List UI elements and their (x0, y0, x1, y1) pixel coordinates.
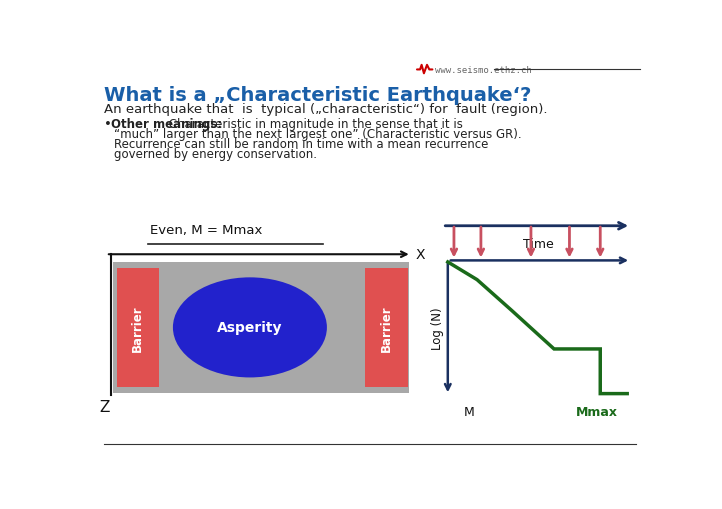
Text: Barrier: Barrier (131, 305, 144, 351)
Bar (365, 269, 408, 388)
Text: M: M (464, 405, 475, 418)
Text: Asperity: Asperity (217, 321, 282, 335)
Text: “much” larger than the next largest one” (Characteristic versus GR).: “much” larger than the next largest one”… (113, 128, 521, 141)
Ellipse shape (173, 278, 327, 378)
Text: Other meanings:: Other meanings: (111, 118, 222, 131)
Bar (113, 263, 409, 393)
Text: Log (N): Log (N) (430, 306, 443, 349)
Text: An earthquake that  is  typical („characteristic“) for  fault (region).: An earthquake that is typical („characte… (103, 103, 547, 116)
Text: www.seismo.ethz.ch: www.seismo.ethz.ch (435, 66, 531, 75)
Text: governed by energy conservation.: governed by energy conservation. (113, 148, 317, 161)
Text: X: X (415, 248, 425, 262)
Text: Even, M = Mmax: Even, M = Mmax (149, 223, 262, 236)
Text: Recurrence can still be random in time with a mean recurrence: Recurrence can still be random in time w… (113, 138, 488, 151)
Text: Barrier: Barrier (380, 305, 393, 351)
Text: What is a „Characteristic Earthquake‘?: What is a „Characteristic Earthquake‘? (103, 86, 531, 105)
Text: •: • (103, 118, 111, 131)
Text: Time: Time (523, 238, 554, 251)
Text: Z: Z (100, 400, 110, 414)
Bar (117, 269, 159, 388)
Text: Mmax: Mmax (575, 405, 617, 418)
Text: Characteristic in magnitude in the sense that it is: Characteristic in magnitude in the sense… (165, 118, 463, 131)
